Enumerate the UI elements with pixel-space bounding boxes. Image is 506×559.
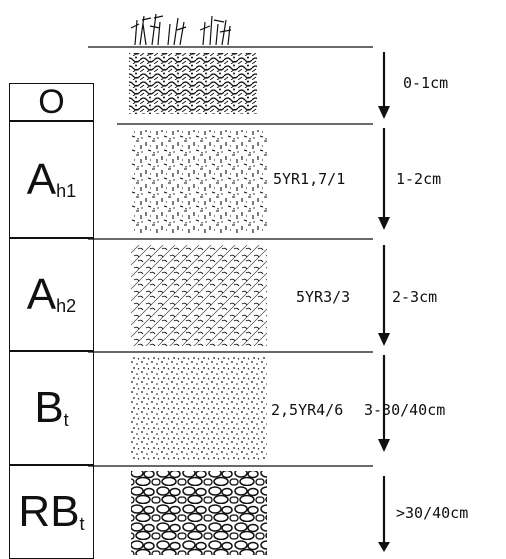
horizon-boundaries [88,46,373,467]
horizon-label-rbt: RB t [9,465,94,559]
depth-label-ah1: 1-2cm [396,170,442,188]
depth-label-bt: 3-30/40cm [364,401,446,419]
depth-label-ah2: 2-3cm [392,288,438,306]
horizon-label-o: O [9,83,94,121]
texture-hatched [131,245,267,346]
color-label-ah1: 5YR1,7/1 [273,170,346,188]
texture-organic [129,53,257,114]
vegetation-icon [130,13,232,46]
color-label-ah2: 5YR3/3 [296,288,351,306]
depth-arrows [378,52,390,552]
color-label-bt: 2,5YR4/6 [271,401,344,419]
texture-fine-dashes [131,130,267,233]
texture-pebbles [131,471,267,555]
depth-label-o: 0-1cm [403,74,449,92]
depth-label-rbt: >30/40cm [396,504,469,522]
texture-stipple [131,357,267,461]
